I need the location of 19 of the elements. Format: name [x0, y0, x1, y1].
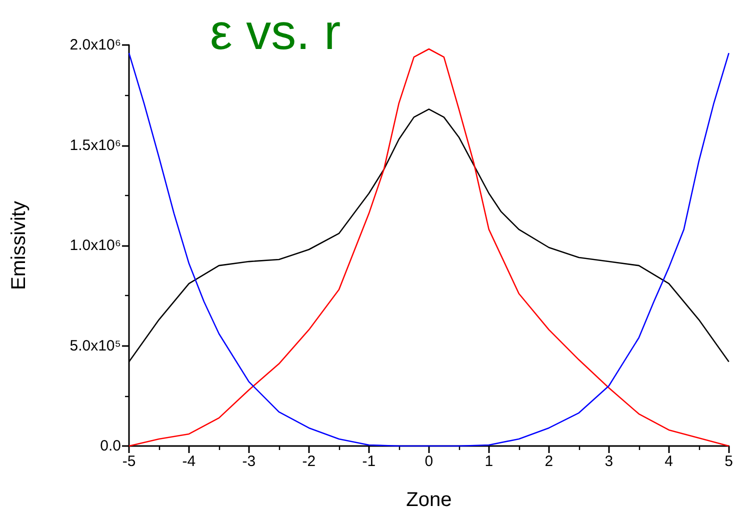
- y-tick-label: 5.0x10⁵: [70, 337, 121, 354]
- x-tick-label: 5: [724, 453, 733, 470]
- y-tick-label: 1.5x10⁶: [70, 136, 121, 154]
- y-tick-label: 2.0x10⁶: [70, 36, 121, 54]
- x-tick-label: -4: [182, 453, 196, 470]
- y-axis-title: Emissivity: [8, 201, 30, 290]
- x-tick-label: -5: [122, 453, 136, 470]
- x-tick-label: 0: [424, 453, 434, 470]
- x-tick-label: 3: [604, 453, 614, 470]
- x-axis-title: Zone: [406, 489, 452, 511]
- x-tick-label: 1: [484, 453, 494, 470]
- x-tick-label: 2: [544, 453, 554, 470]
- y-tick-label: 0.0: [100, 438, 121, 454]
- x-tick-label: -3: [242, 453, 256, 470]
- x-tick-label: -2: [302, 453, 316, 470]
- x-tick-label: -1: [362, 453, 376, 470]
- chart-title: ε vs. r: [210, 4, 341, 60]
- y-tick-label: 1.0x10⁶: [70, 237, 121, 254]
- x-tick-label: 4: [664, 453, 674, 470]
